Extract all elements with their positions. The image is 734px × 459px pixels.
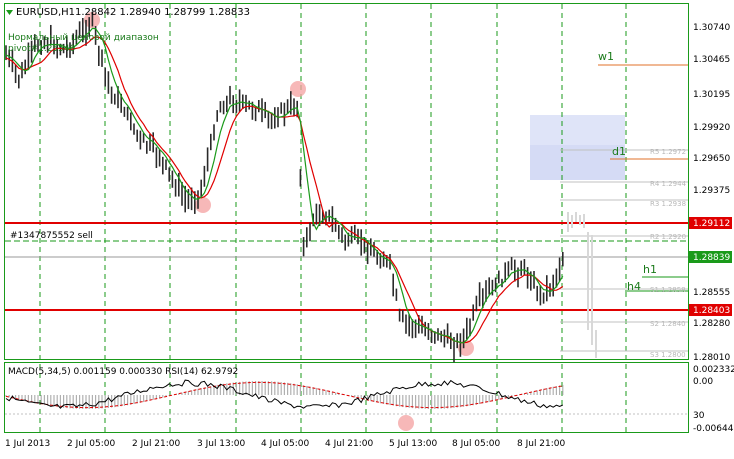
macd-line — [5, 379, 564, 409]
pivot-zone-upper — [530, 145, 625, 180]
rsi-line — [5, 381, 563, 409]
time-tick: 3 Jul 13:00 — [197, 439, 246, 449]
h1-label: h1 — [643, 263, 657, 276]
time-axis[interactable]: 1 Jul 2013 2 Jul 05:00 2 Jul 21:00 3 Jul… — [5, 439, 566, 449]
support-price-label: 1.28403 — [693, 306, 730, 316]
resistance-price-label: 1.29112 — [693, 219, 730, 229]
d1-label: d1 — [612, 145, 626, 158]
time-tick: 5 Jul 13:00 — [389, 439, 438, 449]
support-price-tag — [689, 304, 732, 316]
r4-label: R4 1.2944 — [650, 180, 687, 188]
pivot-lines — [560, 149, 688, 352]
s1-label: S1 1.2858 — [650, 286, 686, 294]
w1-label: w1 — [598, 50, 614, 63]
range-indicator-label: Нормальный ценовой диапазон — [8, 33, 159, 43]
subwindow-tick: -0.006443 — [693, 424, 734, 434]
price-tick: 1.28555 — [693, 288, 730, 298]
time-tick: 4 Jul 21:00 — [325, 439, 374, 449]
ma-slow-line — [5, 36, 564, 344]
symbol-label: EURUSD,H1 — [16, 7, 75, 18]
price-tick: 1.30740 — [693, 23, 730, 33]
future-bars — [567, 212, 597, 358]
s2-label: S2 1.2840 — [650, 320, 686, 328]
price-tick: 1.29375 — [693, 186, 730, 196]
ohlc-values: 1.28842 1.28940 1.28799 1.28833 — [75, 7, 250, 18]
price-tick: 1.30465 — [693, 55, 730, 65]
price-tick: 1.28010 — [693, 353, 730, 363]
main-chart-frame — [4, 3, 689, 360]
subwindow-title: MACD(5,34,5) 0.001159 0.000330 RSI(14) 6… — [8, 367, 238, 377]
ma-fast-line — [5, 27, 564, 344]
subwindow-frame — [4, 362, 689, 433]
r2-label: R2 1.2920 — [650, 233, 686, 241]
resistance-price-tag — [689, 217, 732, 229]
pivot-indicator-label: pivot#1.25540 — [8, 44, 76, 54]
time-tick: 2 Jul 21:00 — [132, 439, 181, 449]
subwindow-tick: 0.002332 — [693, 365, 734, 375]
s3-label: S3 1.2800 — [650, 351, 686, 359]
bid-price-label: 1.28839 — [693, 253, 730, 263]
r3-label: R3 1.2938 — [650, 200, 686, 208]
subwindow-tick: 30 — [693, 411, 705, 421]
triangle-down-icon[interactable] — [6, 10, 13, 15]
subwindow-tick: 0.00 — [693, 377, 713, 387]
time-tick: 8 Jul 21:00 — [517, 439, 566, 449]
time-tick: 4 Jul 05:00 — [261, 439, 310, 449]
price-tick: 1.29650 — [693, 154, 730, 164]
time-tick: 1 Jul 2013 — [5, 439, 50, 449]
bid-price-tag — [689, 251, 732, 263]
order-label[interactable]: #1347875552 sell — [10, 231, 93, 241]
time-tick: 2 Jul 05:00 — [67, 439, 116, 449]
r5-label: R5 1.2972 — [650, 148, 686, 156]
time-tick: 8 Jul 05:00 — [452, 439, 501, 449]
price-tick: 1.28280 — [693, 319, 730, 329]
price-tick: 1.30195 — [693, 90, 730, 100]
price-tick: 1.29920 — [693, 123, 730, 133]
price-axis[interactable]: 1.30740 1.30465 1.30195 1.29920 1.29650 … — [689, 23, 732, 363]
h4-label: h4 — [627, 280, 641, 293]
